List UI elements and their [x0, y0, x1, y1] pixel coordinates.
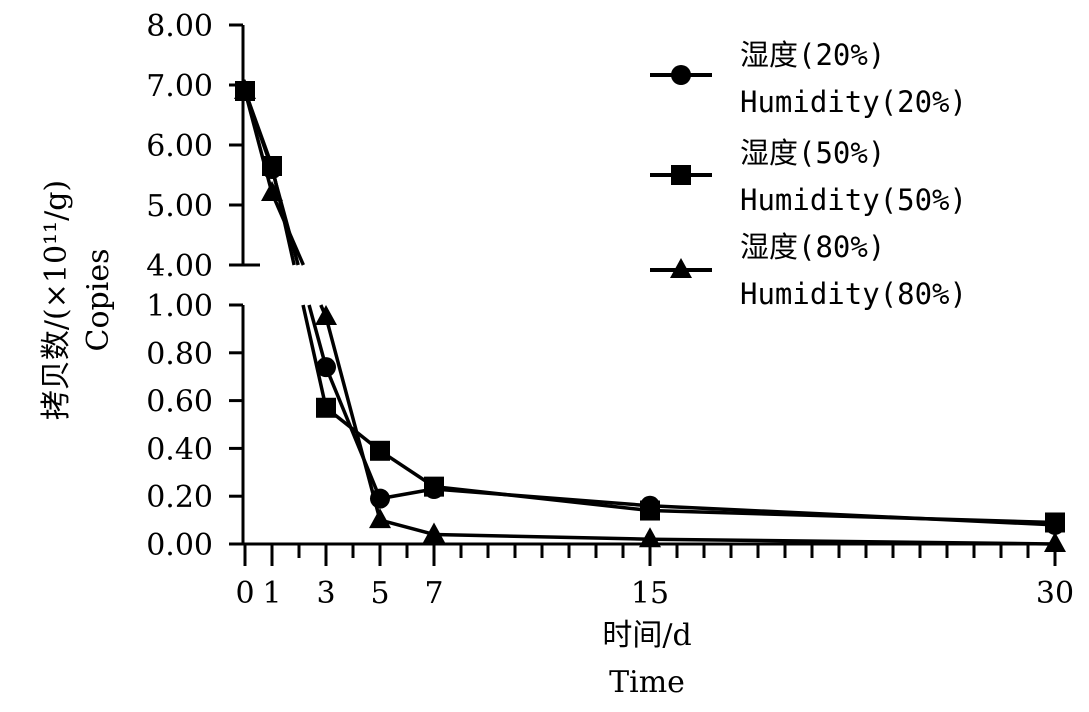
series-line-segment — [324, 366, 382, 500]
series-line-segment — [379, 518, 435, 537]
x-axis-title: 时间/d — [602, 618, 691, 653]
series-line-segment — [301, 304, 328, 409]
data-point-triangle — [315, 304, 337, 325]
series-line-segment — [649, 537, 1056, 546]
y-tick-label: 7.00 — [146, 69, 213, 104]
legend-label: 湿度(20%) — [740, 38, 885, 72]
data-point-triangle — [234, 79, 256, 99]
data-point-triangle — [1044, 532, 1066, 552]
x-tick-label: 1 — [262, 576, 281, 611]
series-line-segment — [307, 304, 328, 368]
series-line-segment — [433, 532, 651, 541]
data-point-square — [640, 500, 660, 521]
series-lines — [243, 90, 1056, 546]
y-tick-label: 1.00 — [146, 289, 213, 324]
legend-label-en: Humidity(80%) — [740, 277, 967, 311]
legend-label: 湿度(80%) — [740, 230, 885, 264]
data-point-triangle — [423, 522, 445, 543]
y-tick-label: 0.40 — [146, 432, 213, 467]
data-point-triangle — [369, 508, 391, 529]
legend: 湿度(20%) Humidity(20%) 湿度(50%) Humidity(50%)… — [650, 38, 967, 311]
legend-marker-circle — [671, 65, 691, 85]
x-tick-label: 7 — [424, 576, 443, 611]
data-point-square — [424, 476, 444, 497]
data-point-circle — [370, 488, 390, 509]
legend-marker-triangle — [670, 258, 692, 278]
x-tick-label: 15 — [631, 576, 669, 611]
legend-label: 湿度(50%) — [740, 136, 885, 170]
legend-label-en: Humidity(20%) — [740, 85, 967, 119]
data-point-square — [370, 440, 390, 461]
y-tick-label: 0.00 — [146, 528, 213, 563]
y-tick-label: 0.60 — [146, 385, 213, 420]
x-tick-label: 30 — [1036, 576, 1074, 611]
y-axis-title-en: Copies — [81, 249, 116, 352]
data-point-circle — [316, 357, 336, 378]
x-tick-label: 3 — [316, 576, 335, 611]
data-point-triangle — [261, 181, 283, 201]
y-tick-label: 8.00 — [146, 9, 213, 44]
y-tick-label: 5.00 — [146, 189, 213, 224]
series-line-segment — [649, 508, 1056, 525]
series-line-segment — [324, 316, 382, 521]
y-tick-label: 4.00 — [146, 249, 213, 284]
y-tick-label: 0.20 — [146, 480, 213, 515]
tick-labels: 0.00 0.20 0.40 0.60 0.80 1.00 4.00 5.00 6.00 7.00… — [146, 9, 1074, 611]
data-point-triangle — [639, 527, 661, 548]
series-line-segment — [270, 192, 305, 266]
series-line-segment — [433, 484, 651, 513]
x-tick-label: 5 — [370, 576, 389, 611]
data-point-square — [262, 156, 282, 176]
y-axis-title: 拷贝数/(×10¹¹/g) — [39, 180, 74, 420]
y-tick-label: 6.00 — [146, 129, 213, 164]
data-point-square — [1045, 512, 1065, 533]
series-markers — [234, 79, 1066, 552]
y-tick-label: 0.80 — [146, 337, 213, 372]
legend-label-en: Humidity(50%) — [740, 183, 967, 217]
data-point-square — [316, 397, 336, 418]
legend-marker-square — [671, 165, 691, 185]
x-tick-label: 0 — [235, 576, 254, 611]
x-axis-title-en: Time — [609, 665, 685, 700]
